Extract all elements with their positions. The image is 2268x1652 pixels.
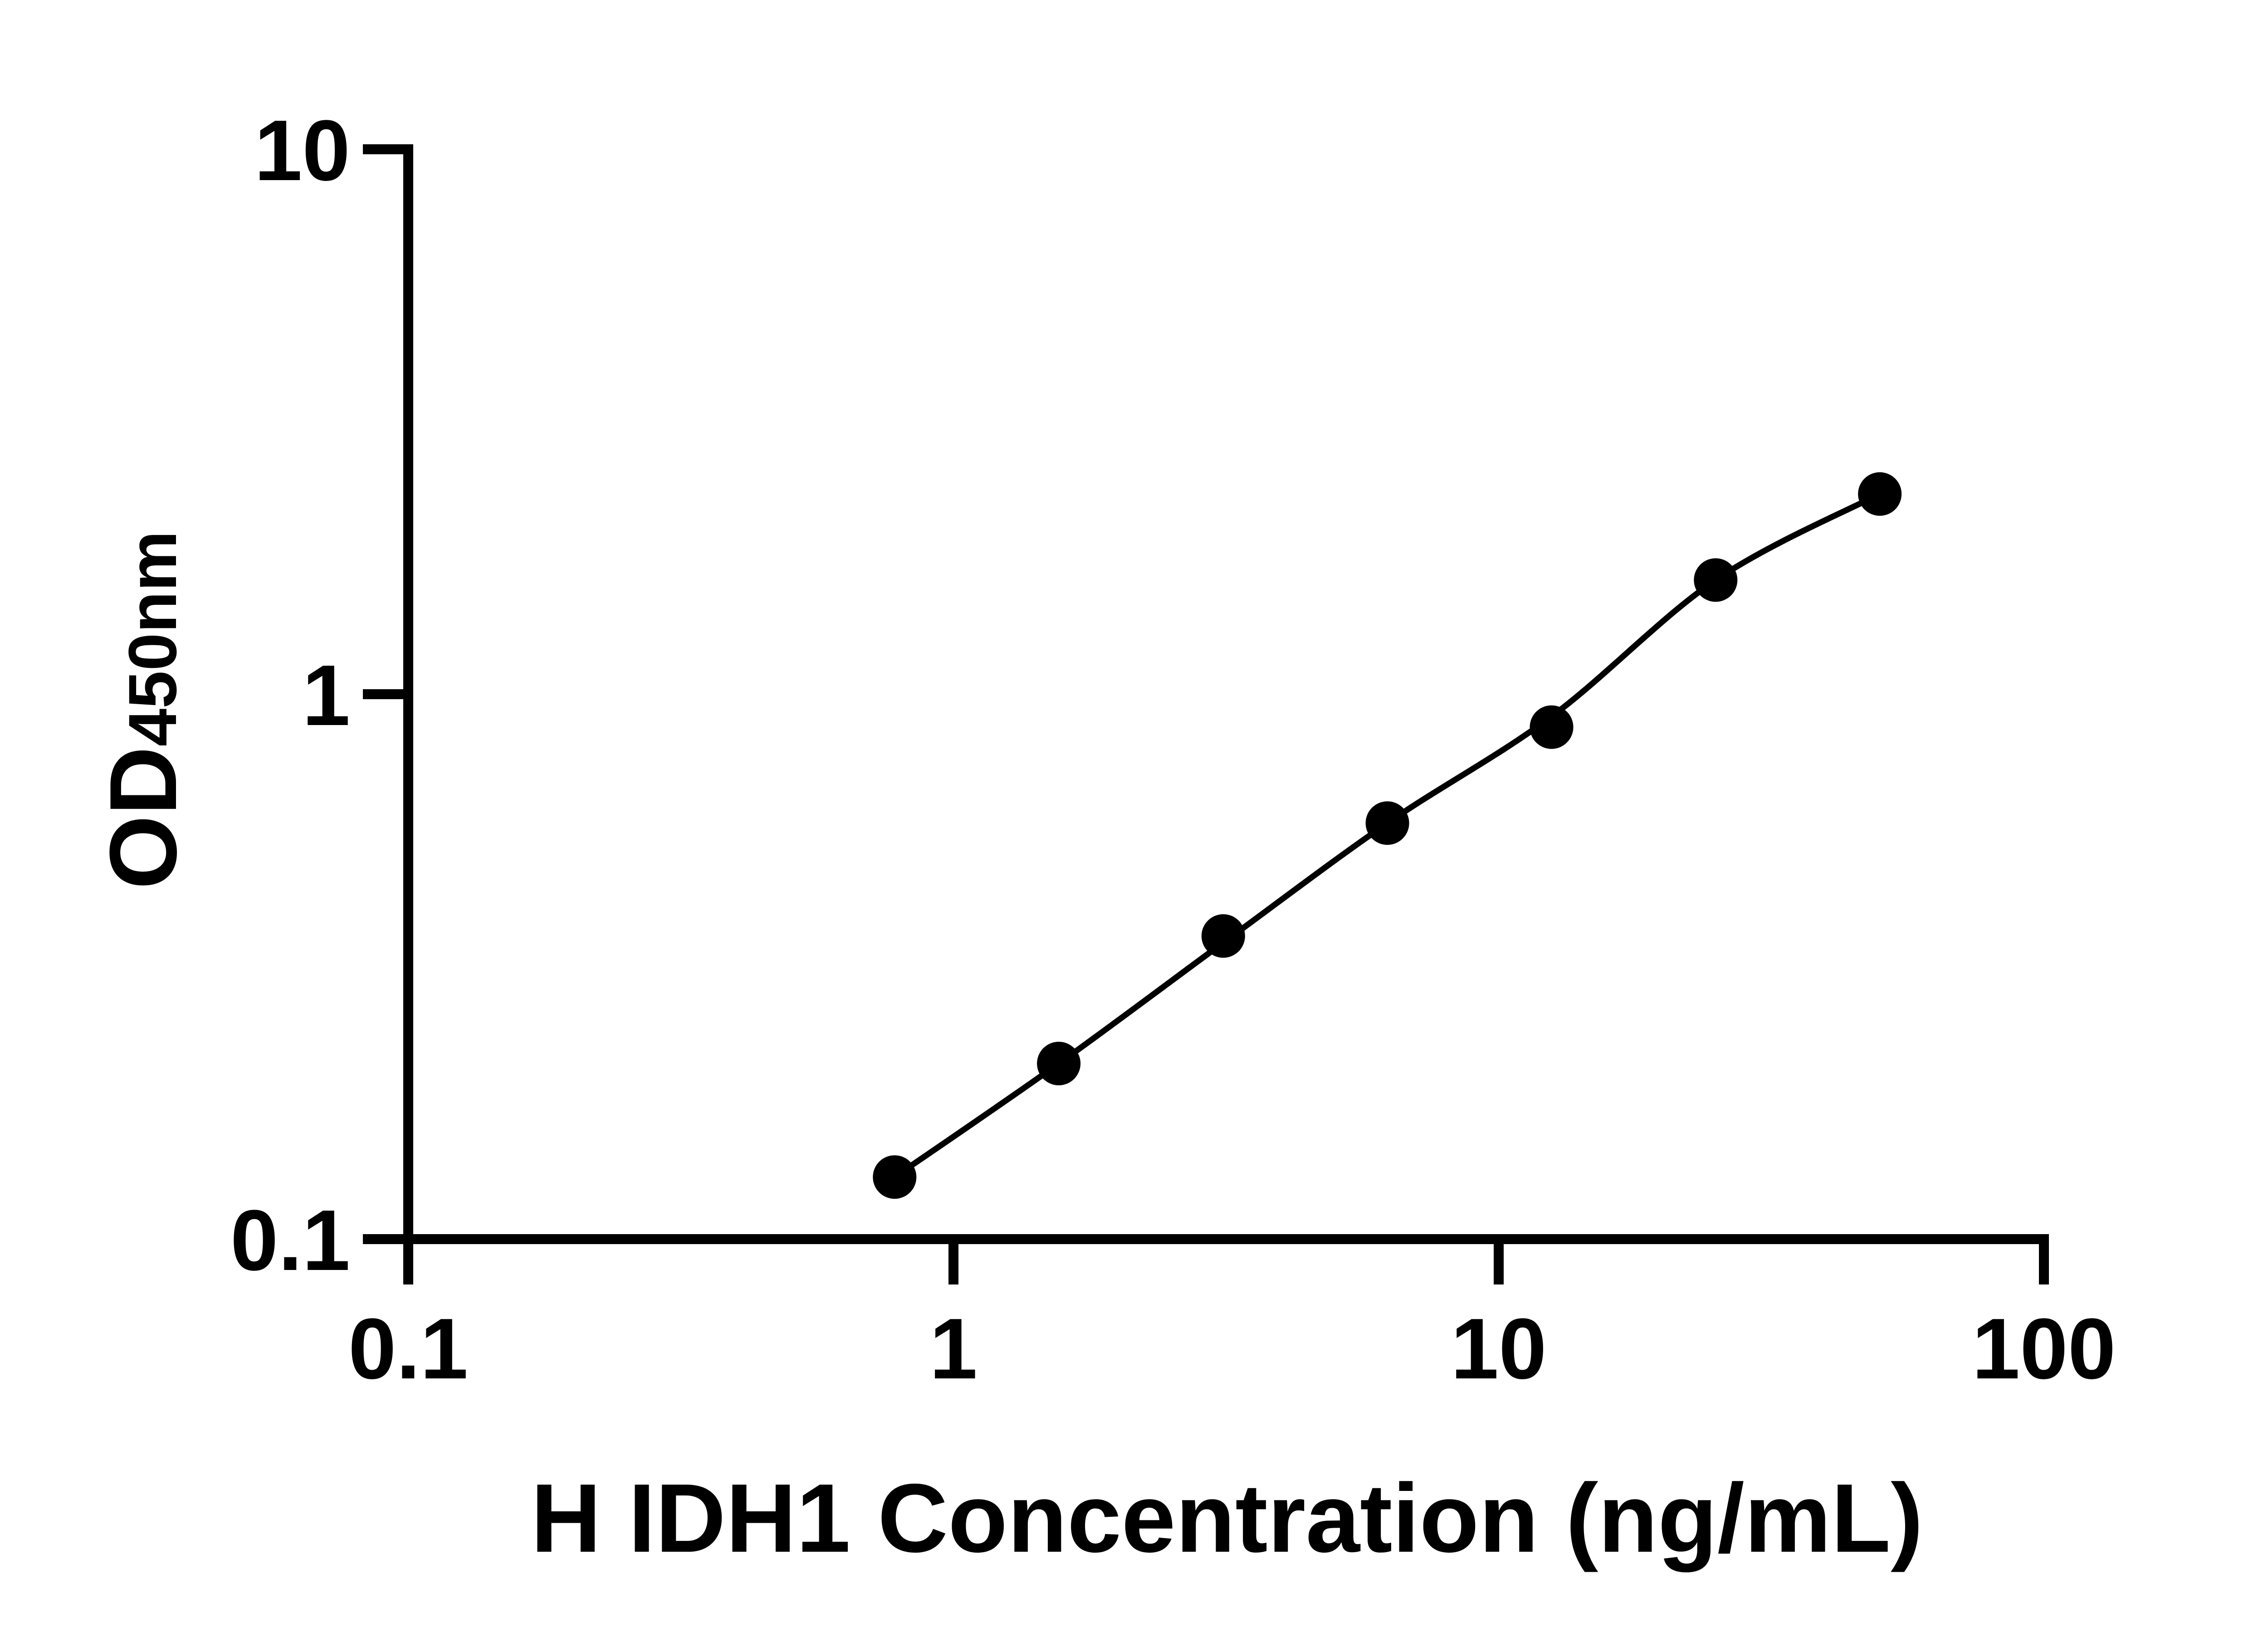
y-axis-title: OD450nm (90, 531, 196, 889)
data-point-7 (1858, 472, 1902, 516)
y-axis-title-subscript: 450nm (114, 531, 191, 746)
y-axis-title-main: OD (90, 746, 196, 889)
tick-labels: 0.1 1 10 0.1 1 10 100 (230, 103, 2116, 1397)
data-point-3 (1201, 914, 1245, 958)
data-series-standard-curve (873, 472, 1902, 1199)
data-point-1 (873, 1155, 917, 1199)
x-tick-label-1: 1 (929, 1301, 978, 1397)
data-point-4 (1365, 801, 1409, 845)
y-tick-label-1: 1 (302, 647, 350, 744)
y-tick-label-10: 10 (254, 103, 350, 199)
data-point-6 (1694, 558, 1738, 602)
x-tick-label-0.1: 0.1 (348, 1301, 468, 1397)
y-tick-label-0.1: 0.1 (230, 1192, 350, 1289)
x-tick-label-100: 100 (1972, 1301, 2116, 1397)
data-point-5 (1530, 705, 1574, 749)
x-tick-label-10: 10 (1451, 1301, 1546, 1397)
data-point-2 (1037, 1042, 1081, 1085)
x-axis-title: H IDH1 Concentration (ng/mL) (531, 1463, 1923, 1573)
axes (363, 144, 2049, 1284)
